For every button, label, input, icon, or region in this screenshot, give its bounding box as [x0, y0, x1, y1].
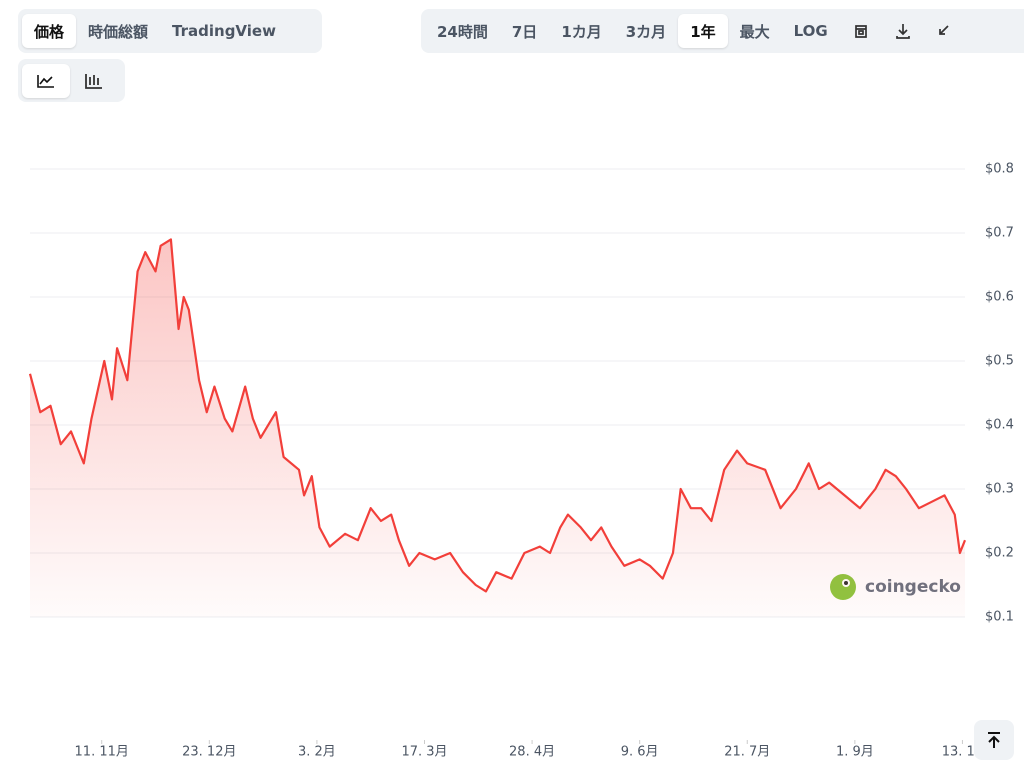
tab-group: 価格 時価総額 TradingView [18, 9, 322, 53]
icon-path [854, 25, 867, 38]
area [30, 239, 965, 617]
icon [938, 25, 949, 35]
icon-button[interactable] [840, 14, 882, 48]
range-group: 24時間 7日 1カ月 3カ月 1年 最大 LOG [421, 9, 1024, 53]
x-tick-label: 28. 4月 [509, 745, 555, 760]
icon [85, 73, 102, 89]
candle-chart-button[interactable] [70, 64, 118, 98]
chart-style-group [18, 59, 125, 102]
range-button[interactable]: 3カ月 [625, 22, 667, 41]
x-tick-label: 9. 6月 [621, 745, 659, 760]
x-tick-label: 17. 3月 [401, 745, 447, 760]
range-button[interactable]: LOG [793, 22, 828, 40]
icon-path [895, 24, 910, 39]
icon [37, 74, 54, 88]
x-tick-label: 21. 7月 [724, 745, 770, 760]
x-tick-label: 1. 9月 [836, 745, 874, 760]
line-chart-button[interactable] [22, 63, 70, 98]
range-button[interactable]: 1カ月 [561, 22, 602, 41]
y-tick-label: $0.2 [985, 546, 1014, 561]
range-button[interactable]: 最大 [739, 22, 770, 41]
x-tick-label: 11. 11月 [75, 745, 129, 760]
x-tick-label: 23. 12月 [182, 745, 236, 760]
watermark: coingecko [830, 574, 961, 600]
range-button[interactable]: 1年 [678, 14, 728, 48]
y-tick-label: $0.5 [985, 354, 1014, 369]
icon [895, 24, 910, 39]
range-button[interactable]: 24時間 [437, 22, 488, 41]
price-line [28, 238, 967, 593]
icon-path [938, 25, 949, 35]
watermark-text: coingecko [865, 577, 961, 597]
icon [988, 732, 1000, 748]
range-button[interactable]: 7日 [511, 22, 538, 41]
icon-button[interactable] [924, 14, 966, 48]
tab[interactable]: TradingView [172, 22, 276, 40]
y-tick-label: $0.8 [985, 162, 1014, 177]
tab[interactable]: 時価総額 [88, 22, 149, 41]
y-tick-label: $0.7 [985, 226, 1014, 241]
scroll-top-button[interactable] [974, 720, 1014, 760]
y-tick-label: $0.4 [985, 418, 1014, 433]
x-tick-label: 3. 2月 [298, 745, 336, 760]
y-tick-label: $0.3 [985, 482, 1014, 497]
icon [854, 25, 867, 38]
icon-button[interactable] [882, 14, 924, 48]
y-tick-label: $0.1 [985, 610, 1014, 625]
y-tick-label: $0.6 [985, 290, 1014, 305]
tab[interactable]: 価格 [22, 14, 77, 48]
